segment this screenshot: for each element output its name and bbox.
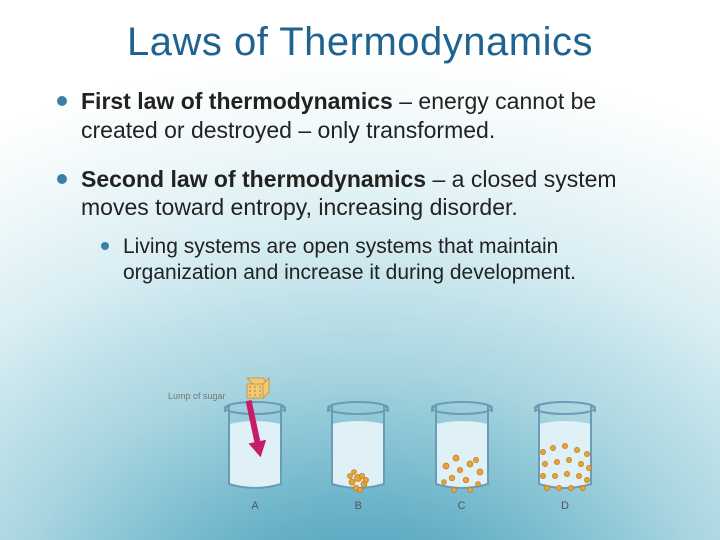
bullet-bold: Second law of thermodynamics xyxy=(81,166,426,192)
sub-bullet-text: Living systems are open systems that mai… xyxy=(123,235,576,284)
beaker-label: B xyxy=(313,500,403,512)
sub-bullet-item: Living systems are open systems that mai… xyxy=(99,234,665,287)
sugar-label: Lump of sugar xyxy=(168,392,226,401)
beaker-a: Lump of sugarA xyxy=(210,406,300,512)
bullet-bold: First law of thermodynamics xyxy=(81,88,393,114)
beaker-b: B xyxy=(313,406,403,512)
beaker-d: D xyxy=(520,406,610,512)
beaker-label: D xyxy=(520,500,610,512)
beaker-c: C xyxy=(417,406,507,512)
beaker-label: C xyxy=(417,500,507,512)
sub-bullet-list: Living systems are open systems that mai… xyxy=(99,234,665,287)
bullet-list: First law of thermodynamics – energy can… xyxy=(55,87,665,287)
slide-title: Laws of Thermodynamics xyxy=(55,20,665,65)
slide-content: Laws of Thermodynamics First law of ther… xyxy=(0,0,720,540)
bullet-item: Second law of thermodynamics – a closed … xyxy=(55,165,665,287)
entropy-diagram: Lump of sugarA B C D xyxy=(210,372,610,512)
bullet-item: First law of thermodynamics – energy can… xyxy=(55,87,665,145)
beaker-label: A xyxy=(210,500,300,512)
